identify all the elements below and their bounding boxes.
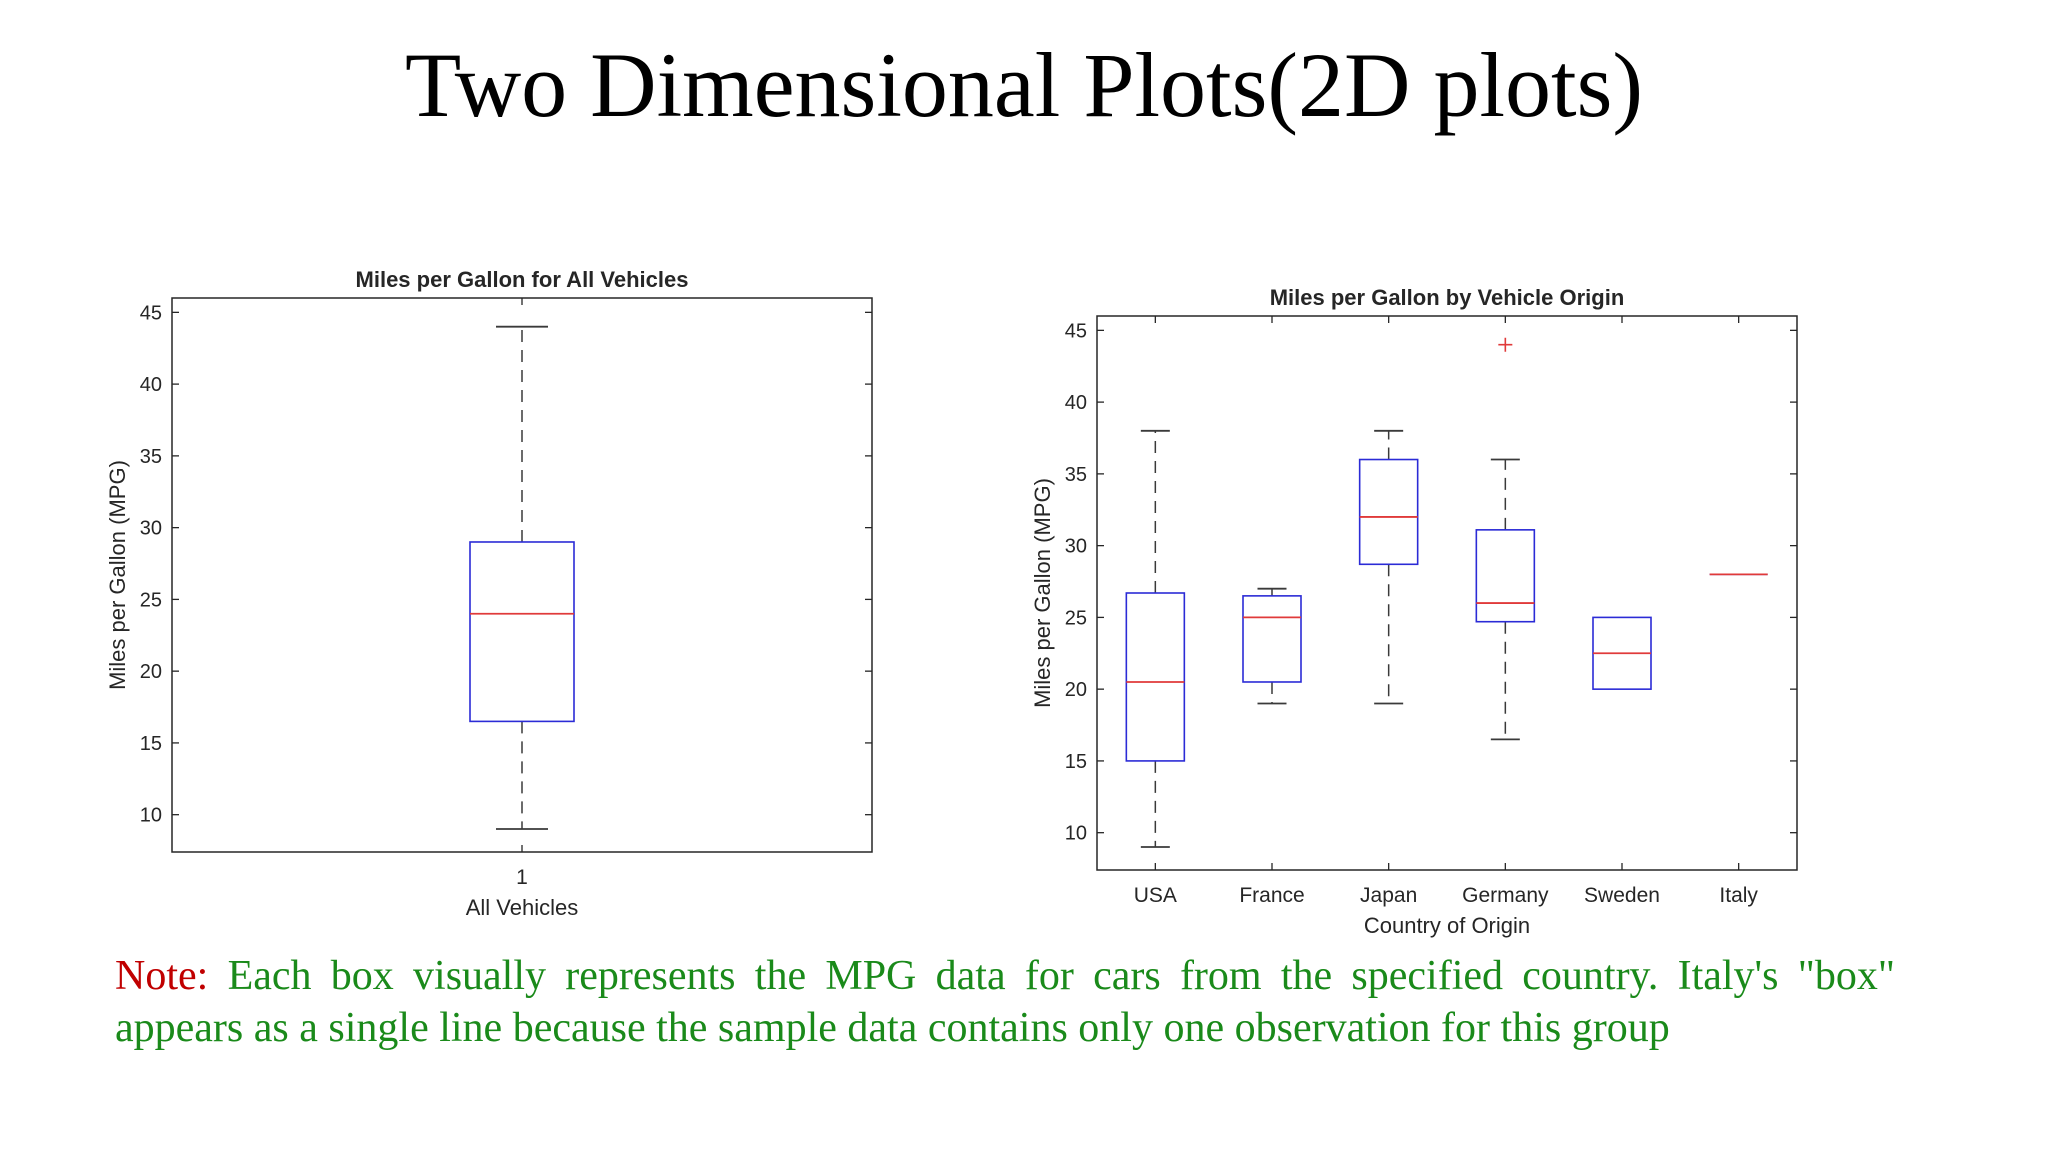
chart2-xtick-label: Sweden <box>1584 884 1660 907</box>
chart1-ytick-label: 20 <box>140 661 162 683</box>
chart2-outlier-point <box>1498 337 1513 352</box>
chart2-box <box>1358 458 1419 566</box>
chart2-xtick-label: Japan <box>1360 884 1417 907</box>
chart2-xlabel: Country of Origin <box>1364 913 1530 938</box>
chart2-box <box>1475 529 1536 623</box>
chart1-xtick-label: 1 <box>516 866 528 889</box>
chart2-ylabel: Miles per Gallon (MPG) <box>1030 478 1055 708</box>
chart2-xtick-label: USA <box>1134 884 1177 907</box>
chart1-ytick-label: 40 <box>140 374 162 396</box>
chart2-xtick-label: Germany <box>1462 884 1549 907</box>
chart2-ytick-label: 20 <box>1065 679 1087 701</box>
chart2-axes-frame <box>1096 315 1798 871</box>
chart1-ylabel: Miles per Gallon (MPG) <box>105 460 130 690</box>
chart2-box <box>1242 595 1302 683</box>
chart2-ytick-label: 45 <box>1065 320 1087 342</box>
chart2-ytick-label: 40 <box>1065 392 1087 414</box>
slide-title: Two Dimensional Plots(2D plots) <box>404 34 1644 136</box>
chart2-ytick-label: 30 <box>1065 536 1087 558</box>
chart2-ytick-label: 25 <box>1065 607 1087 629</box>
chart1-ytick-label: 45 <box>140 302 162 324</box>
chart1-xlabel: All Vehicles <box>466 895 579 920</box>
chart1-ytick-label: 10 <box>140 805 162 827</box>
chart2-ytick-label: 35 <box>1065 464 1087 486</box>
chart2-xtick-label: Italy <box>1719 884 1758 907</box>
chart2-ytick-label: 15 <box>1065 751 1087 773</box>
chart2-xtick-label: France <box>1239 884 1304 907</box>
chart1-box <box>469 541 575 723</box>
chart1-ytick-label: 30 <box>140 518 162 540</box>
chart2-box <box>1125 592 1186 762</box>
chart2-ytick-label: 10 <box>1065 823 1087 845</box>
chart1-ytick-label: 35 <box>140 446 162 468</box>
note-paragraph: Note: Each box visually represents the M… <box>115 950 1895 1054</box>
note-label: Note: <box>115 953 209 999</box>
chart1-ytick-label: 25 <box>140 589 162 611</box>
chart1-title: Miles per Gallon for All Vehicles <box>356 267 689 292</box>
chart2-title: Miles per Gallon by Vehicle Origin <box>1270 285 1625 310</box>
note-text: Each box visually represents the MPG dat… <box>115 953 1896 1051</box>
chart1-ytick-label: 15 <box>140 733 162 755</box>
